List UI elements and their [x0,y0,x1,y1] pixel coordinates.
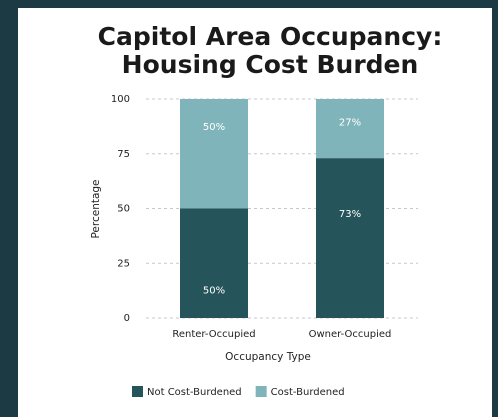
legend-label: Cost-Burdened [271,387,345,398]
y-tick-label: 100 [111,94,130,105]
y-tick-label: 25 [117,258,130,269]
bar-segment [316,99,384,159]
y-tick-label: 75 [117,149,130,160]
y-tick-label: 0 [124,313,130,324]
value-label: 73% [339,209,361,220]
y-tick-label: 50 [117,204,130,215]
chart-title: Housing Cost Burden [122,50,419,79]
value-label: 50% [203,285,225,296]
chart-title: Capitol Area Occupancy: [98,22,443,51]
value-label: 27% [339,118,361,129]
legend-swatch [255,386,267,397]
card [18,8,492,417]
x-tick-label: Owner-Occupied [309,329,392,340]
legend-swatch [132,386,143,397]
value-label: 50% [203,122,225,133]
legend-label: Not Cost-Burdened [147,387,242,398]
bar-segment [316,158,384,318]
x-axis-title: Occupancy Type [225,351,311,363]
y-axis-title: Percentage [90,179,102,238]
x-tick-label: Renter-Occupied [172,329,255,340]
bar-segment [180,208,248,318]
bar-segment [180,99,248,209]
